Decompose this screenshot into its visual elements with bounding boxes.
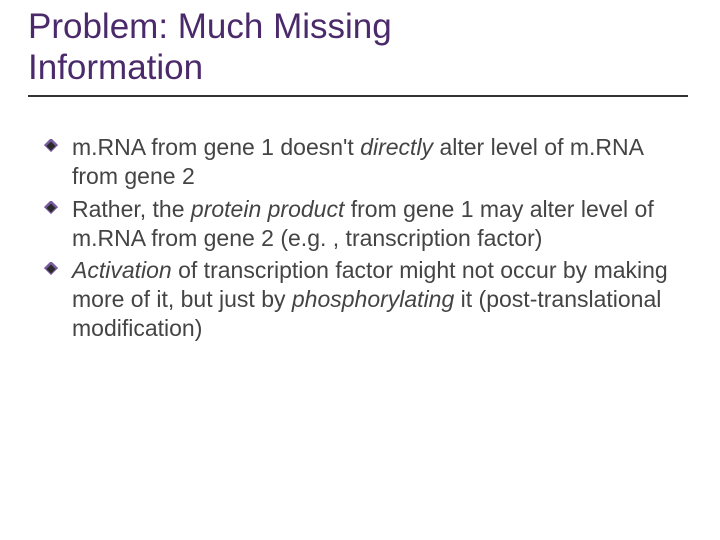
title-line-2: Information [28, 47, 692, 88]
italic-text: directly [360, 134, 433, 160]
diamond-bullet-icon [44, 262, 58, 276]
bullet-item: Activation of transcription factor might… [72, 256, 680, 343]
bullet-text: Activation of transcription factor might… [72, 257, 668, 341]
title-line-1: Problem: Much Missing [28, 6, 692, 47]
diamond-bullet-icon [44, 201, 58, 215]
bullet-list: m.RNA from gene 1 doesn't directly alter… [0, 97, 720, 344]
bullet-text: m.RNA from gene 1 doesn't directly alter… [72, 134, 643, 189]
bullet-text: Rather, the protein product from gene 1 … [72, 196, 654, 251]
diamond-bullet-icon [44, 139, 58, 153]
bullet-item: m.RNA from gene 1 doesn't directly alter… [72, 133, 680, 191]
plain-text: Rather, the [72, 196, 191, 222]
italic-text: phosphorylating [292, 286, 454, 312]
plain-text: m.RNA from gene 1 doesn't [72, 134, 360, 160]
slide-title-block: Problem: Much Missing Information [0, 0, 720, 97]
italic-text: protein product [191, 196, 344, 222]
bullet-item: Rather, the protein product from gene 1 … [72, 195, 680, 253]
italic-text: Activation [72, 257, 172, 283]
